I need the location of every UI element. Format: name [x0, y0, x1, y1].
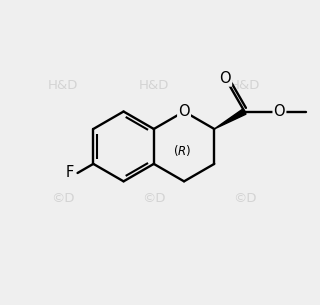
- Text: ©D: ©D: [233, 192, 257, 205]
- Text: $(R)$: $(R)$: [173, 143, 192, 159]
- Text: H&D: H&D: [48, 79, 78, 92]
- Polygon shape: [214, 109, 246, 129]
- Text: H&D: H&D: [139, 79, 169, 92]
- Text: ©D: ©D: [51, 192, 75, 205]
- Text: O: O: [220, 70, 231, 86]
- Text: H&D: H&D: [230, 79, 260, 92]
- Text: O: O: [178, 104, 190, 119]
- Text: ©D: ©D: [142, 192, 166, 205]
- Text: F: F: [66, 166, 74, 181]
- Text: O: O: [274, 104, 285, 119]
